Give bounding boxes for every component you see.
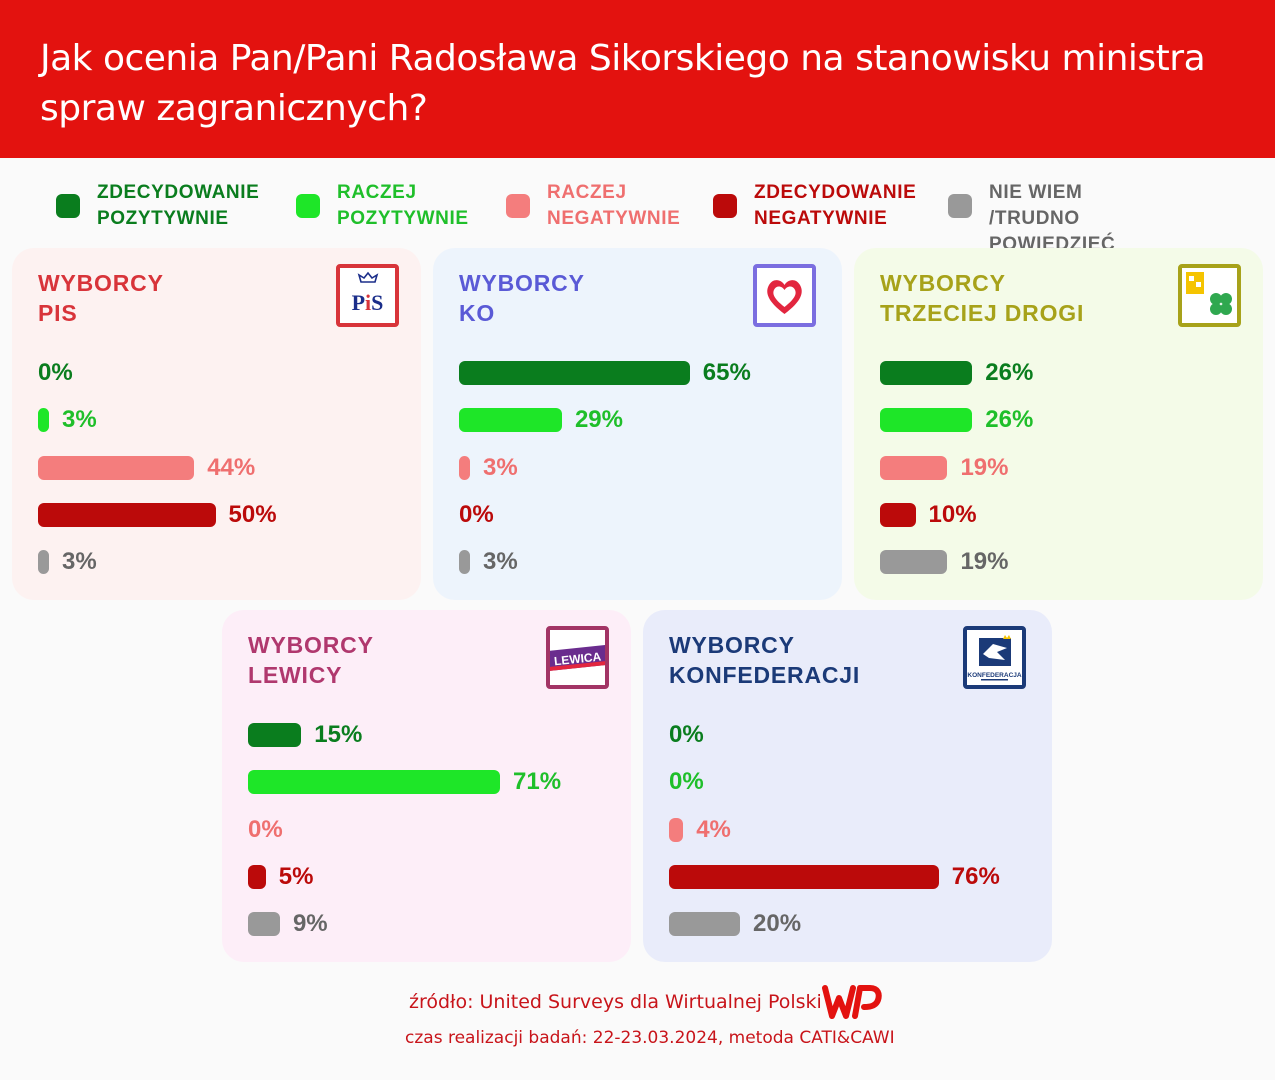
bar-dont-know — [880, 550, 948, 575]
wp-logo — [822, 982, 884, 1022]
trzecia-droga-logo — [1178, 264, 1241, 327]
bar-value-label: 0% — [669, 721, 704, 748]
bar-value-label: 0% — [248, 815, 283, 843]
bar-group: 0% 0% 4% 76% 20% — [669, 721, 1069, 962]
bar-rather-positive — [880, 408, 973, 433]
bar-value-label: 65% — [702, 359, 751, 386]
panel-title: WYBORCY KO — [459, 270, 585, 326]
panel-lewica: WYBORCY LEWICY LEWICA 15% 71% 0% 5% 9% — [222, 610, 631, 962]
bar-dont-know — [669, 912, 740, 937]
bar-value-label: 29% — [574, 406, 623, 434]
bar-value-label: 4% — [696, 815, 731, 843]
survey-date: czas realizacji badań: 22-23.03.2024, me… — [405, 1028, 895, 1048]
bar-value-label: 50% — [228, 500, 277, 528]
svg-text:LEWICA: LEWICA — [553, 649, 602, 668]
bar-value-label: 71% — [513, 768, 562, 796]
bar-dont-know — [248, 912, 280, 937]
bar-group: 15% 71% 0% 5% 9% — [248, 721, 648, 962]
legend: ZDECYDOWANIE POZYTYWNIE RACZEJ POZYTYWNI… — [0, 178, 1275, 255]
panel-title: WYBORCY KONFEDERACJI — [669, 632, 861, 688]
bar-value-label: 0% — [38, 359, 73, 386]
svg-text:PiS: PiS — [352, 290, 384, 315]
bar-group: 26% 26% 19% 10% 19% — [880, 359, 1275, 600]
lewica-logo: LEWICA — [546, 626, 609, 689]
bar-rather-negative — [880, 455, 948, 480]
panel-trzecia-droga: WYBORCY TRZECIEJ DROGI 26% 26% 19% 10% 19% — [854, 248, 1263, 600]
legend-label: RACZEJ NEGATYWNIE — [547, 182, 681, 229]
konfederacja-logo: KONFEDERACJA — [963, 626, 1026, 689]
bar-value-label: 10% — [928, 500, 977, 528]
bar-value-label: 0% — [459, 500, 494, 528]
bar-rather-positive — [38, 408, 49, 433]
panel-title: WYBORCY LEWICY — [248, 632, 374, 688]
bar-value-label: 15% — [314, 721, 363, 748]
legend-swatch — [713, 194, 737, 218]
panel-title: WYBORCY TRZECIEJ DROGI — [880, 270, 1085, 326]
bar-rather-negative — [669, 817, 684, 842]
bar-definitely-negative — [669, 864, 939, 889]
bar-value-label: 3% — [483, 548, 518, 576]
legend-label: RACZEJ POZYTYWNIE — [337, 182, 469, 229]
panel-konfederacja: WYBORCY KONFEDERACJI KONFEDERACJA 0% 0% 4%… — [643, 610, 1052, 962]
bar-value-label: 26% — [985, 406, 1034, 434]
chart-title: Jak ocenia Pan/Pani Radosława Sikorskieg… — [40, 38, 1206, 129]
bar-definitely-positive — [880, 361, 973, 385]
bar-value-label: 26% — [985, 359, 1034, 386]
bar-value-label: 19% — [960, 453, 1009, 481]
bar-rather-positive — [248, 770, 501, 795]
bar-definitely-negative — [880, 502, 916, 527]
panel-title: WYBORCY PIS — [38, 270, 164, 326]
bar-value-label: 5% — [278, 862, 314, 890]
bar-value-label: 3% — [62, 548, 97, 576]
bar-value-label: 0% — [669, 768, 704, 796]
source-text: źródło: United Surveys dla Wirtualnej Po… — [409, 991, 822, 1013]
header-banner: Jak ocenia Pan/Pani Radosława Sikorskieg… — [0, 0, 1275, 158]
bar-dont-know — [38, 550, 49, 575]
legend-swatch — [948, 194, 972, 218]
panel-ko: WYBORCY KO 65% 29% 3% 0% 3% — [433, 248, 842, 600]
bar-value-label: 76% — [951, 862, 1000, 890]
bar-rather-negative — [459, 455, 470, 480]
bar-definitely-negative — [248, 864, 266, 889]
bar-dont-know — [459, 550, 470, 575]
bar-rather-negative — [38, 455, 195, 480]
svg-text:KONFEDERACJA: KONFEDERACJA — [967, 672, 1021, 679]
bar-value-label: 3% — [62, 406, 97, 434]
bar-value-label: 20% — [753, 910, 802, 938]
legend-swatch — [56, 194, 80, 218]
bar-definitely-negative — [38, 502, 216, 527]
bar-value-label: 19% — [960, 548, 1009, 576]
bar-group: 65% 29% 3% 0% 3% — [459, 359, 859, 600]
legend-label: ZDECYDOWANIE POZYTYWNIE — [97, 182, 260, 229]
pis-logo: PiS — [336, 264, 399, 327]
bar-group: 0% 3% 44% 50% 3% — [38, 359, 438, 600]
bar-value-label: 3% — [483, 453, 518, 481]
bar-definitely-positive — [248, 723, 302, 747]
legend-label: ZDECYDOWANIE NEGATYWNIE — [754, 182, 917, 229]
bar-value-label: 9% — [292, 910, 328, 938]
ko-heart-logo — [753, 264, 816, 327]
bar-rather-positive — [459, 408, 562, 433]
legend-swatch — [296, 194, 320, 218]
bar-definitely-positive — [459, 361, 690, 385]
legend-swatch — [506, 194, 530, 218]
panel-pis: WYBORCY PIS PiS 0% 3% 44% 50% 3% — [12, 248, 421, 600]
legend-label: NIE WIEM /TRUDNO POWIEDZIEĆ — [989, 182, 1116, 255]
bar-value-label: 44% — [207, 453, 256, 481]
